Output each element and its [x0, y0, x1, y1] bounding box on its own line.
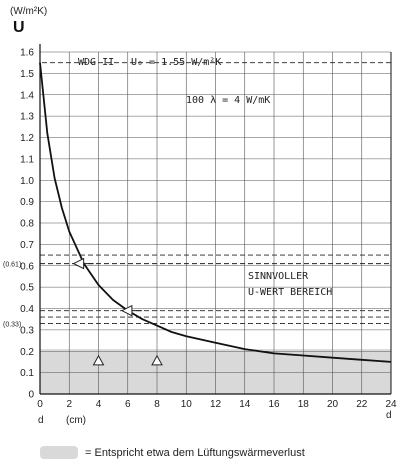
x-axis-end-label: d: [386, 410, 392, 421]
curve-layer: [39, 62, 392, 363]
y-tick-label: 1.5: [20, 69, 34, 80]
tick-labels-layer: 0 0.1 0.2 0.3 0.4 0.5 0.6 0.7 0.8 0.9 1.0 1.1 1.2 1.3…: [20, 48, 397, 411]
legend-text: = Entspricht etwa dem Lüftungswärmeverlu…: [85, 447, 305, 459]
x-tick-label: 10: [181, 399, 193, 410]
y-tick-label: 0.5: [20, 283, 34, 294]
x-axis-unit: (cm): [66, 415, 86, 426]
reference-line-label: (0.33): [3, 321, 21, 328]
axes-layer: [39, 44, 392, 395]
u-value-curve: [39, 62, 392, 363]
grid-layer: [39, 51, 392, 395]
x-tick-label: 4: [96, 399, 102, 410]
x-tick-label: 24: [385, 399, 397, 410]
legend-swatch: [40, 446, 78, 459]
y-symbol-label: U: [13, 19, 25, 36]
y-tick-label: 0.9: [20, 197, 34, 208]
y-unit-label: (W/m²K): [10, 6, 47, 17]
x-tick-label: 14: [239, 399, 251, 410]
x-tick-label: 8: [154, 399, 160, 410]
y-tick-label: 1.0: [20, 176, 34, 187]
y-tick-label: 1.6: [20, 48, 34, 59]
y-tick-label: 1.4: [20, 90, 34, 101]
x-axis-symbol: d: [38, 415, 44, 426]
x-tick-label: 12: [210, 399, 222, 410]
x-tick-label: 22: [356, 399, 368, 410]
y-tick-label: 0.6: [20, 261, 34, 272]
y-tick-label: 0.7: [20, 240, 34, 251]
y-tick-label: 0.1: [20, 368, 34, 379]
x-tick-label: 2: [66, 399, 72, 410]
x-tick-label: 18: [298, 399, 310, 410]
wdg-label: WDG II: [78, 57, 114, 68]
arrow-marker: [72, 257, 85, 270]
reference-line-label: (0.61): [3, 262, 21, 269]
triangle-marker: [92, 354, 105, 366]
y-tick-label: 1.2: [20, 133, 34, 144]
region-label-line1: SINNVOLLER: [248, 271, 309, 282]
x-tick-label: 6: [125, 399, 131, 410]
y-tick-label: 0.8: [20, 219, 34, 230]
triangle-marker: [151, 354, 163, 366]
x-tick-label: 0: [37, 399, 43, 410]
reference-lines-layer: (0.61) (0.33): [3, 62, 391, 328]
y-tick-label: 1.3: [20, 112, 34, 123]
y-tick-label: 0: [28, 390, 34, 401]
markers-layer: [72, 257, 163, 366]
x-tick-label: 20: [327, 399, 339, 410]
lambda-label: 100 λ = 4 W/mK: [186, 95, 270, 106]
y-tick-label: 0.3: [20, 325, 34, 336]
x-tick-label: 16: [268, 399, 280, 410]
y-tick-label: 1.1: [20, 154, 34, 165]
y-tick-label: 0.4: [20, 304, 34, 315]
u0-label: U₀ = 1.55 W/m²K: [131, 57, 221, 68]
region-label-line2: U-WERT BEREICH: [248, 287, 332, 298]
y-tick-label: 0.2: [20, 347, 34, 358]
